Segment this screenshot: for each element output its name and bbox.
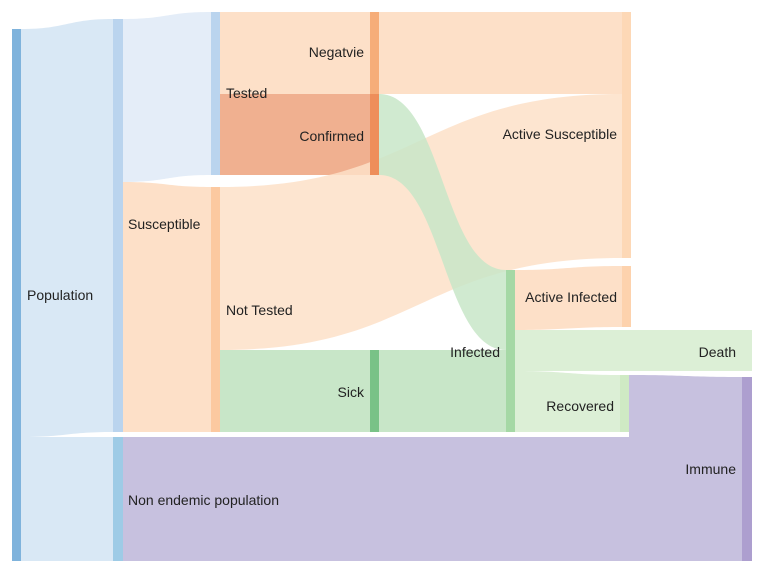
node-active-infected bbox=[622, 266, 631, 327]
flow-population-non-endemic bbox=[21, 437, 113, 561]
flow-tested-confirmed bbox=[220, 94, 370, 175]
node-sick bbox=[370, 350, 379, 432]
label-negative: Negatvie bbox=[309, 44, 364, 60]
node-active-susceptible bbox=[622, 12, 631, 258]
flow-population-susceptible bbox=[21, 19, 113, 437]
label-active-susceptible: Active Susceptible bbox=[503, 126, 618, 142]
flow-non-endemic-immune bbox=[123, 437, 742, 561]
flow-infected-recovered bbox=[515, 371, 620, 432]
labels: Population Susceptible Non endemic popul… bbox=[27, 44, 736, 508]
node-recovered bbox=[620, 375, 629, 432]
node-non-endemic bbox=[113, 437, 123, 561]
flow-negative-active-susceptible bbox=[379, 12, 622, 94]
label-active-infected: Active Infected bbox=[525, 289, 617, 305]
label-susceptible: Susceptible bbox=[128, 216, 201, 232]
flow-sick-infected bbox=[379, 350, 506, 432]
flow-susceptible-not-tested bbox=[123, 182, 211, 432]
node-susceptible bbox=[113, 19, 123, 182]
flow-recovered-immune bbox=[629, 375, 742, 437]
node-immune bbox=[742, 377, 752, 561]
flow-infected-death bbox=[515, 330, 752, 371]
node-population bbox=[12, 29, 21, 561]
label-confirmed: Confirmed bbox=[299, 128, 364, 144]
label-not-tested: Not Tested bbox=[226, 302, 293, 318]
label-sick: Sick bbox=[338, 384, 365, 400]
flow-infected-active-infected bbox=[515, 266, 622, 330]
label-recovered: Recovered bbox=[546, 398, 614, 414]
node-negative bbox=[370, 12, 379, 94]
flow-confirmed-infected bbox=[379, 94, 506, 350]
flow-susceptible-tested bbox=[123, 12, 211, 182]
node-confirmed bbox=[370, 94, 379, 175]
node-not-tested bbox=[211, 187, 220, 432]
flow-not-tested-sick bbox=[220, 350, 370, 432]
label-population: Population bbox=[27, 287, 93, 303]
label-tested: Tested bbox=[226, 85, 267, 101]
label-immune: Immune bbox=[685, 461, 736, 477]
flow-tested-negative bbox=[220, 12, 370, 94]
label-infected: Infected bbox=[450, 344, 500, 360]
label-death: Death bbox=[699, 344, 736, 360]
flow-not-tested-active-susceptible bbox=[220, 94, 622, 350]
label-non-endemic: Non endemic population bbox=[128, 492, 279, 508]
node-susceptible-lower bbox=[113, 182, 123, 432]
nodes bbox=[12, 12, 752, 561]
node-infected bbox=[506, 270, 515, 432]
node-tested bbox=[211, 12, 220, 175]
flows bbox=[21, 12, 752, 561]
